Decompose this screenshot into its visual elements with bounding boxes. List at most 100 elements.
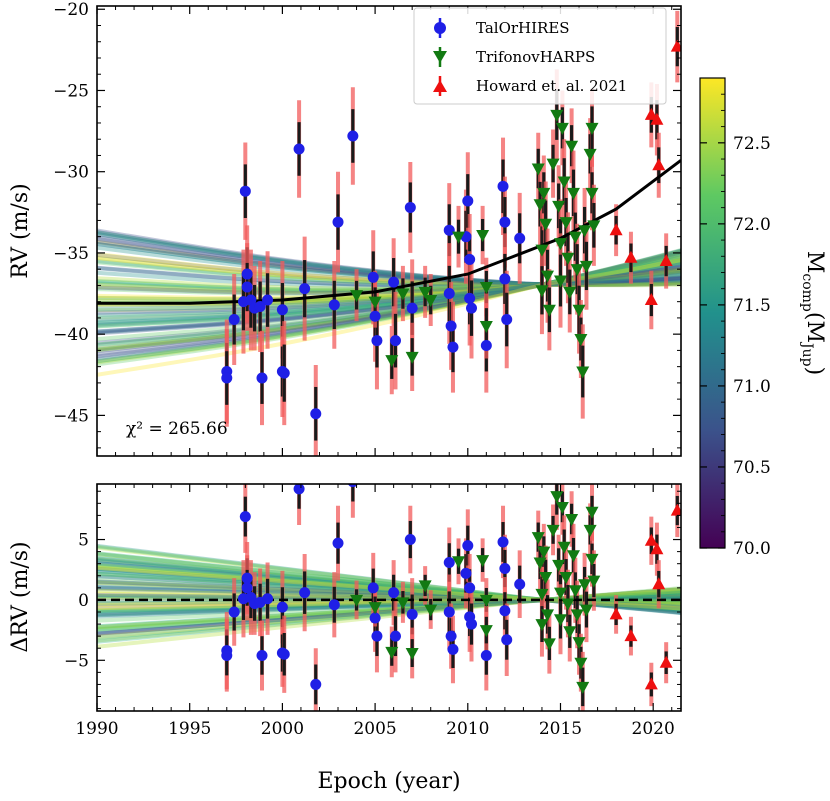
top-model-sample-curve [97, 271, 681, 347]
data-point-0 [239, 511, 251, 523]
data-point-2 [659, 655, 673, 668]
data-point-0 [464, 582, 476, 594]
top-model-sample-curve [97, 265, 681, 357]
data-point-1 [542, 304, 556, 317]
data-point-1 [531, 163, 545, 176]
data-point-1 [546, 524, 560, 537]
data-point-1 [583, 148, 597, 161]
data-point-2 [650, 542, 664, 555]
data-point-2 [609, 223, 623, 236]
colorbar-tick-label: 72.5 [733, 134, 771, 154]
legend: TalOrHIRES TrifonovHARPS Howard et. al. … [413, 7, 667, 105]
top-model-sample-curve [97, 266, 681, 288]
colorbar-tick-label: 71.5 [733, 296, 771, 316]
top-model-sample-curve [97, 260, 681, 364]
legend-entry-trifonovharps: TrifonovHARPS [433, 47, 595, 67]
top-model-sample-curve [97, 239, 681, 287]
data-point-1 [568, 585, 582, 598]
x-tick-label: 1990 [75, 719, 118, 739]
x-tick-label: 2020 [632, 719, 675, 739]
top-model-sample-curve [97, 242, 681, 287]
data-point-0 [462, 540, 474, 552]
data-point-1 [476, 230, 490, 243]
colorbar-tick-label: 70.5 [733, 458, 771, 478]
data-point-0 [299, 283, 311, 295]
data-point-2 [670, 503, 681, 516]
data-point-1 [578, 225, 592, 238]
data-point-0 [278, 367, 290, 379]
data-point-2 [644, 107, 658, 120]
bottom-ticks: 1990 1995 2000 2005 2010 2015 2020 −5 0 5 [64, 484, 681, 739]
data-point-2 [624, 250, 638, 263]
top-model-sample-curve [97, 230, 681, 287]
data-point-1 [396, 288, 410, 301]
top-model-sample-curve [97, 276, 681, 334]
x-tick-label: 1995 [168, 719, 211, 739]
data-point-0 [464, 253, 476, 265]
data-point-1 [555, 122, 569, 135]
legend-entry-howard: Howard et. al. 2021 [433, 76, 627, 96]
data-point-1 [368, 296, 382, 309]
top-panel: −45−40−35−30−25−20 RV (m/s) χ² = 265.66 … [8, 0, 682, 457]
top-model-sample-curve [97, 249, 681, 318]
legend-circle-marker [434, 22, 446, 34]
top-model-sample-curve [97, 250, 681, 296]
data-point-1 [533, 557, 547, 570]
data-point-1 [561, 598, 575, 611]
top-model-sample-curve [97, 266, 681, 365]
data-point-0 [445, 320, 457, 332]
top-model-sample-curve [97, 268, 681, 302]
data-point-1 [552, 559, 566, 572]
data-point-1 [537, 187, 551, 200]
x-tick-label: 2000 [261, 719, 304, 739]
top-model-sample-curve [97, 268, 681, 353]
top-model-sample-curve [97, 230, 681, 287]
data-point-1 [368, 602, 382, 615]
data-point-0 [480, 649, 492, 661]
data-point-2 [652, 158, 666, 171]
legend-label-howard: Howard et. al. 2021 [476, 77, 627, 95]
colorbar-gradient [699, 77, 726, 549]
data-point-0 [460, 567, 472, 579]
top-best-fit-line [97, 159, 681, 305]
data-point-0 [228, 606, 240, 618]
y-tick-label: 0 [78, 591, 89, 611]
top-model-sample-curve [97, 254, 681, 353]
data-point-1 [585, 122, 599, 135]
data-point-1 [585, 506, 599, 519]
y-tick-label: −30 [53, 163, 89, 183]
data-point-0 [404, 534, 416, 546]
data-point-0 [293, 484, 305, 495]
data-point-0 [262, 593, 274, 605]
top-model-sample-curve [97, 276, 681, 334]
data-point-0 [241, 281, 253, 293]
data-point-2 [644, 677, 658, 690]
data-point-1 [570, 609, 584, 622]
data-point-0 [406, 608, 418, 620]
data-point-0 [241, 582, 253, 594]
data-point-0 [228, 314, 240, 326]
data-point-1 [572, 637, 586, 650]
data-point-1 [576, 366, 590, 379]
y-tick-label: −20 [53, 0, 89, 20]
data-point-0 [389, 335, 401, 347]
top-model-sample-curve [97, 267, 681, 302]
top-model-sample-curve [97, 280, 681, 325]
data-point-1 [552, 200, 566, 213]
data-point-1 [555, 501, 569, 514]
top-model-sample-curve [97, 254, 681, 308]
data-point-1 [574, 657, 588, 670]
data-point-0 [388, 587, 400, 599]
data-point-2 [609, 607, 623, 620]
data-point-0 [221, 372, 233, 384]
legend-triangle-down-marker [433, 51, 447, 63]
data-point-0 [406, 302, 418, 314]
legend-entry-talorhires: TalOrHIRES [434, 18, 570, 38]
data-point-1 [563, 286, 577, 299]
data-point-1 [566, 550, 580, 563]
legend-label-talorhires: TalOrHIRES [476, 19, 570, 37]
data-point-0 [389, 630, 401, 642]
data-point-1 [452, 556, 466, 569]
data-point-1 [479, 321, 493, 334]
data-point-0 [278, 648, 290, 660]
